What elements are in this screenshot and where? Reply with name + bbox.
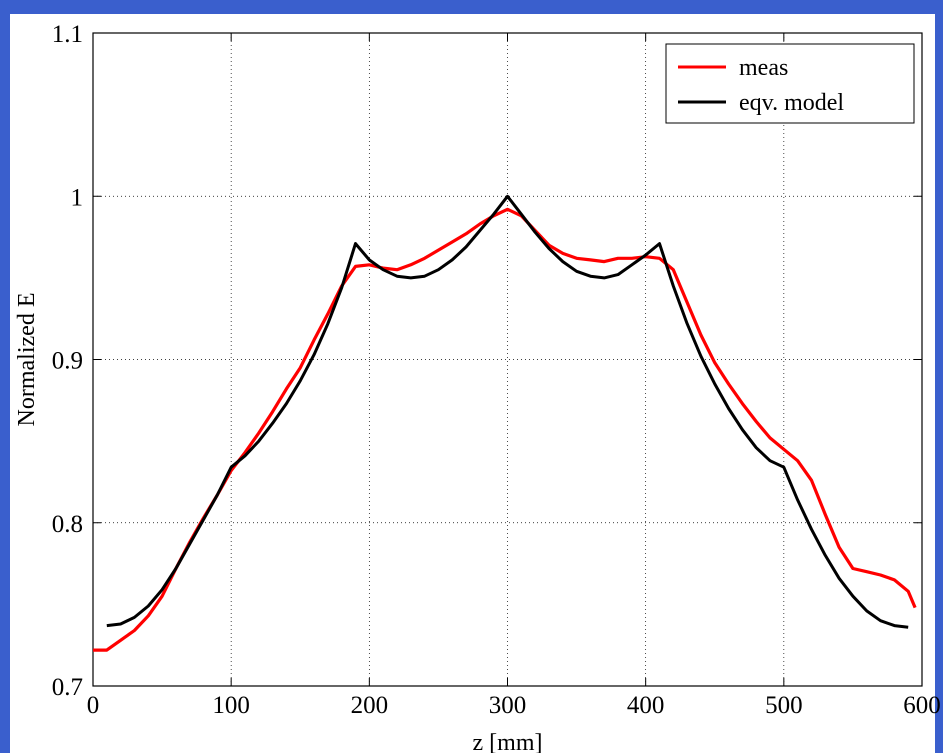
y-axis-label: Normalized E [14, 293, 40, 427]
legend-label-eqv-model: eqv. model [739, 90, 844, 116]
grid [93, 33, 922, 686]
x-tick-label: 100 [212, 692, 250, 719]
y-tick-label: 0.9 [52, 348, 83, 375]
series-layer [93, 194, 917, 652]
y-tick-label: 1 [71, 184, 84, 211]
legend-label-meas: meas [739, 55, 788, 81]
y-tick-label: 0.8 [52, 511, 83, 538]
y-tick-label: 0.7 [52, 674, 83, 701]
x-tick-label: 500 [765, 692, 803, 719]
series-line-meas [93, 207, 917, 652]
figure-background [10, 14, 935, 753]
x-tick-label: 400 [627, 692, 665, 719]
x-axis-label: z [mm] [473, 730, 543, 753]
y-tick-label: 1.1 [52, 21, 83, 48]
ticks: 0 100 200 300 400 500 600 0.7 0.8 0.9 1 1.1 [52, 21, 941, 719]
legend-box [665, 43, 915, 124]
series-line-eqv-model [106, 194, 909, 629]
x-tick-label: 0 [87, 692, 100, 719]
legend: meas eqv. model [665, 43, 915, 124]
x-tick-label: 300 [489, 692, 527, 719]
x-tick-label: 200 [351, 692, 389, 719]
x-tick-label: 600 [903, 692, 941, 719]
